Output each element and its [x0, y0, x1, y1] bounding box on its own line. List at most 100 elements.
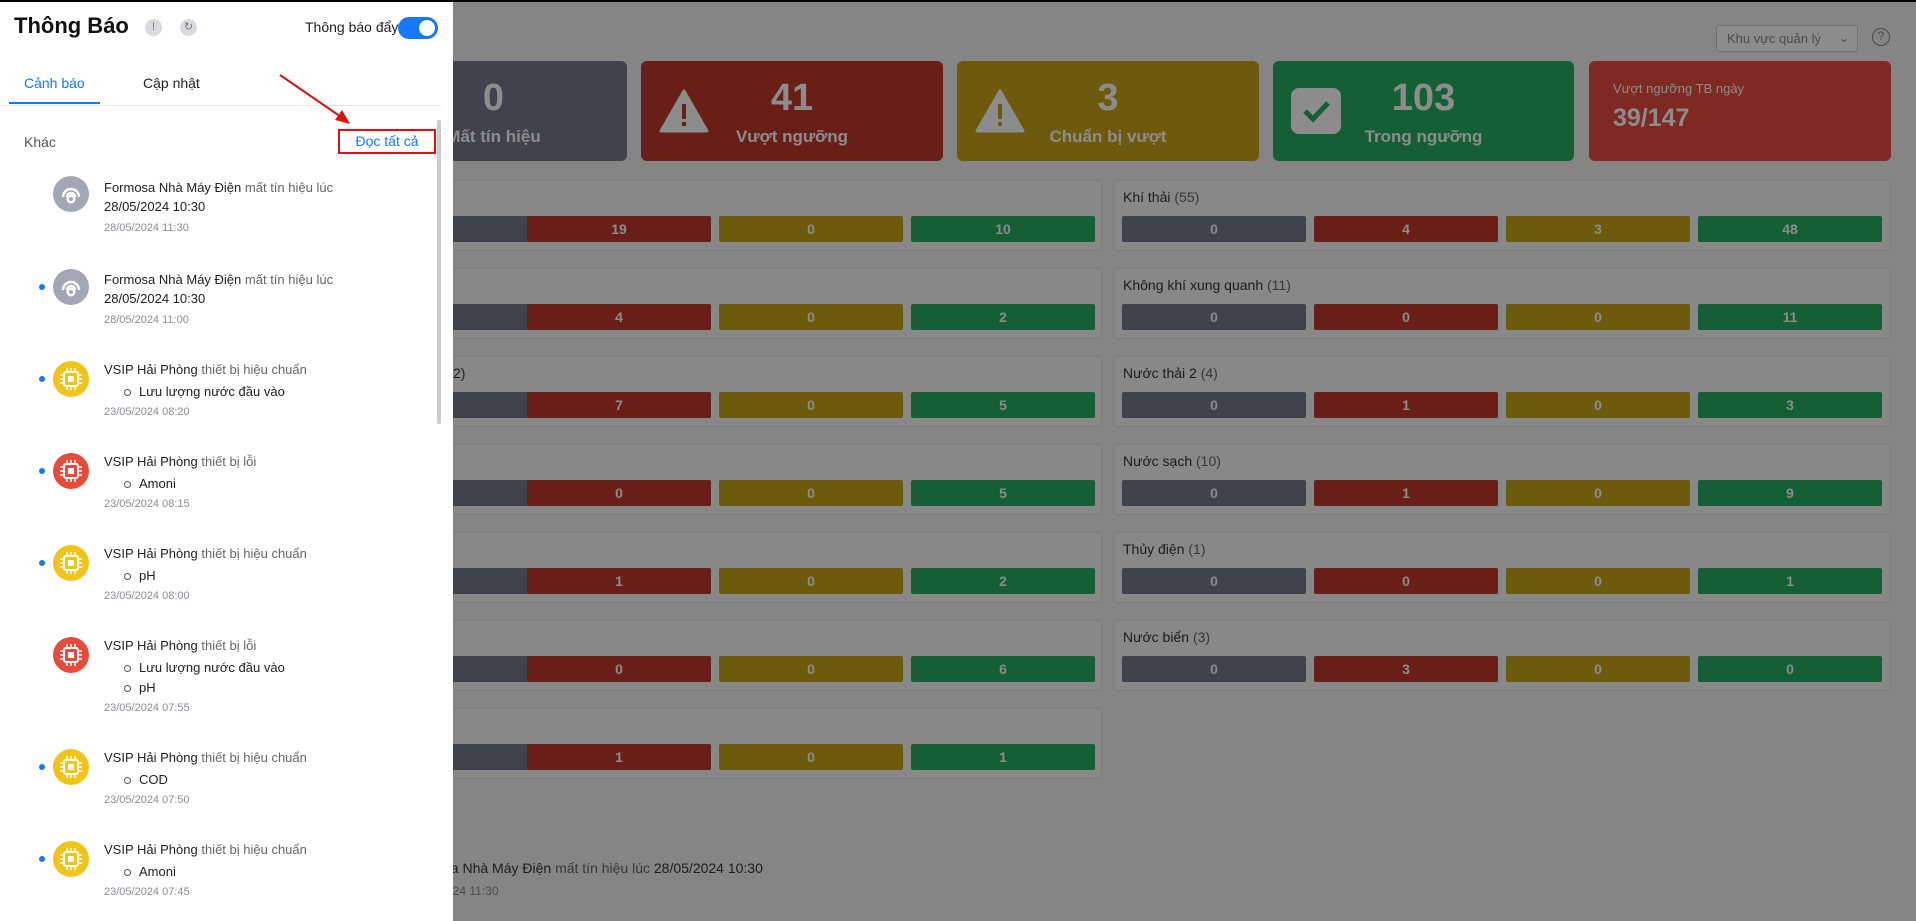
chip-icon	[53, 453, 89, 489]
notification-param: COD	[124, 772, 168, 787]
notification-item[interactable]: VSIP Hải Phòng thiết bị hiệu chuẩn Lưu l…	[0, 358, 440, 428]
notification-text: Formosa Nhà Máy Điện mất tín hiệu lúc 28/…	[104, 270, 404, 308]
bar-within: 5	[911, 480, 1095, 506]
info-icon[interactable]: !	[145, 19, 162, 36]
area-select[interactable]: Khu vực quản lý ⌄	[1716, 25, 1858, 52]
notification-item[interactable]: VSIP Hải Phòng thiết bị hiệu chuẩn pH 23…	[0, 542, 440, 612]
station-group-nuoc-sach[interactable]: Nước sạch (10) 0 1 0 9	[1113, 444, 1891, 515]
notification-item[interactable]: Formosa Nhà Máy Điện mất tín hiệu lúc 28/…	[0, 174, 440, 244]
notification-action: mất tín hiệu lúc	[244, 180, 334, 195]
notification-text: VSIP Hải Phòng thiết bị hiệu chuẩn	[104, 544, 404, 563]
station-group-nuoc-bien[interactable]: Nước biển (3) 0 3 0 0	[1113, 620, 1891, 691]
toggle-knob	[419, 20, 435, 36]
card-daily-average[interactable]: Vượt ngưỡng TB ngày 39/147	[1589, 61, 1891, 161]
notification-param: Amoni	[124, 476, 176, 491]
bar-near: 0	[1506, 656, 1690, 682]
station-group[interactable]: 1 0 2	[360, 532, 1102, 603]
notification-item[interactable]: VSIP Hải Phòng thiết bị lỗi Lưu lượng nư…	[0, 634, 440, 718]
bar-within: 0	[1698, 656, 1882, 682]
tab-cap-nhat[interactable]: Cập nhật	[143, 75, 200, 91]
bar-over: 0	[1314, 568, 1498, 594]
notification-time: 23/05/2024 08:15	[104, 498, 190, 510]
warning-icon	[659, 89, 709, 133]
recent-notification[interactable]: osa Nhà Máy Điện mất tín hiệu lúc 28/05/…	[436, 860, 763, 876]
read-all-button[interactable]: Đọc tất cả	[338, 129, 436, 154]
group-name: Nước sạch	[1123, 453, 1193, 469]
notification-item[interactable]: VSIP Hải Phòng thiết bị hiệu chuẩn Amoni…	[0, 838, 440, 908]
notification-station: VSIP Hải Phòng	[104, 750, 198, 765]
bar-near: 0	[1506, 480, 1690, 506]
notification-param: pH	[124, 568, 156, 583]
notification-text: Formosa Nhà Máy Điện mất tín hiệu lúc 28/…	[104, 178, 404, 216]
station-group[interactable]: 1 0 1	[360, 708, 1102, 779]
bar-near: 0	[1506, 392, 1690, 418]
card-near-threshold-label: Chuẩn bị vượt	[1049, 127, 1167, 146]
check-icon	[1291, 88, 1341, 134]
notification-time: 23/05/2024 08:20	[104, 406, 190, 418]
refresh-icon[interactable]: ↻	[180, 19, 197, 36]
notification-time: 23/05/2024 08:00	[104, 590, 190, 602]
bar-within: 11	[1698, 304, 1882, 330]
chip-icon	[53, 749, 89, 785]
card-daily-average-label: Vượt ngưỡng TB ngày	[1613, 81, 1745, 96]
push-notification-toggle[interactable]	[398, 17, 438, 39]
station-group[interactable]: 19 0 10	[360, 180, 1102, 251]
bar-lost: 0	[1122, 568, 1306, 594]
unread-dot	[39, 764, 45, 770]
bar-over: 1	[1314, 392, 1498, 418]
notification-action: thiết bị hiệu chuẩn	[201, 362, 307, 377]
bar-within: 2	[911, 568, 1095, 594]
recent-station: osa Nhà Máy Điện	[436, 860, 552, 876]
group-name: Khí thải	[1123, 189, 1171, 205]
bar-near: 0	[719, 656, 903, 682]
bar-over: 3	[1314, 656, 1498, 682]
station-group-khong-khi[interactable]: Không khí xung quanh (11) 0 0 0 11	[1113, 268, 1891, 339]
station-group[interactable]: 0 0 5	[360, 444, 1102, 515]
bar-over: 4	[527, 304, 711, 330]
bar-near: 0	[719, 744, 903, 770]
help-icon[interactable]: ?	[1872, 28, 1890, 46]
unread-dot	[39, 284, 45, 290]
bar-within: 6	[911, 656, 1095, 682]
bar-near: 0	[1506, 568, 1690, 594]
notification-item[interactable]: VSIP Hải Phòng thiết bị hiệu chuẩn COD 2…	[0, 746, 440, 816]
bar-near: 0	[719, 568, 903, 594]
station-group[interactable]: 4 0 2	[360, 268, 1102, 339]
station-group[interactable]: 0 0 6	[360, 620, 1102, 691]
group-count: (55)	[1174, 189, 1200, 205]
notification-param: Lưu lượng nước đầu vào	[124, 384, 285, 399]
card-over-threshold[interactable]: 41 Vượt ngưỡng	[641, 61, 943, 161]
signal-lost-icon	[53, 269, 89, 305]
station-group-khi-thai[interactable]: Khí thải (55) 0 4 3 48	[1113, 180, 1891, 251]
chip-icon	[53, 637, 89, 673]
panel-title: Thông Báo	[14, 13, 129, 38]
notification-item[interactable]: VSIP Hải Phòng thiết bị lỗi Amoni 23/05/…	[0, 450, 440, 520]
bar-over: 0	[527, 656, 711, 682]
card-within-threshold[interactable]: 103 Trong ngưỡng	[1273, 61, 1574, 161]
notification-time: 23/05/2024 07:50	[104, 794, 190, 806]
annotation-arrow	[279, 74, 350, 124]
station-group[interactable]: 2) 7 0 5	[360, 356, 1102, 427]
notification-action: thiết bị hiệu chuẩn	[201, 750, 307, 765]
push-notification-label: Thông báo đẩy	[305, 19, 399, 35]
recent-datetime: 28/05/2024 10:30	[653, 860, 763, 876]
unread-dot	[39, 376, 45, 382]
card-near-threshold[interactable]: 3 Chuẩn bị vượt	[957, 61, 1259, 161]
station-group-nuoc-thai-2[interactable]: Nước thải 2 (4) 0 1 0 3	[1113, 356, 1891, 427]
notification-param: Lưu lượng nước đầu vào	[124, 660, 285, 675]
group-name: Nước biển	[1123, 629, 1190, 645]
notification-item[interactable]: Formosa Nhà Máy Điện mất tín hiệu lúc 28/…	[0, 266, 440, 336]
notification-time: 23/05/2024 07:55	[104, 702, 190, 714]
notification-time: 28/05/2024 11:00	[104, 314, 189, 326]
bar-near: 0	[719, 304, 903, 330]
group-title: Không khí xung quanh (11)	[1123, 277, 1291, 293]
panel-scrollbar[interactable]	[437, 120, 441, 424]
unread-dot	[39, 856, 45, 862]
panel-tabs: Cảnh báo Cập nhật	[0, 65, 441, 106]
group-title: Nước thải 2 (4)	[1123, 365, 1218, 381]
group-title: 2)	[453, 365, 466, 381]
tab-canh-bao[interactable]: Cảnh báo	[24, 75, 85, 91]
station-group-thuy-dien[interactable]: Thủy điện (1) 0 0 0 1	[1113, 532, 1891, 603]
